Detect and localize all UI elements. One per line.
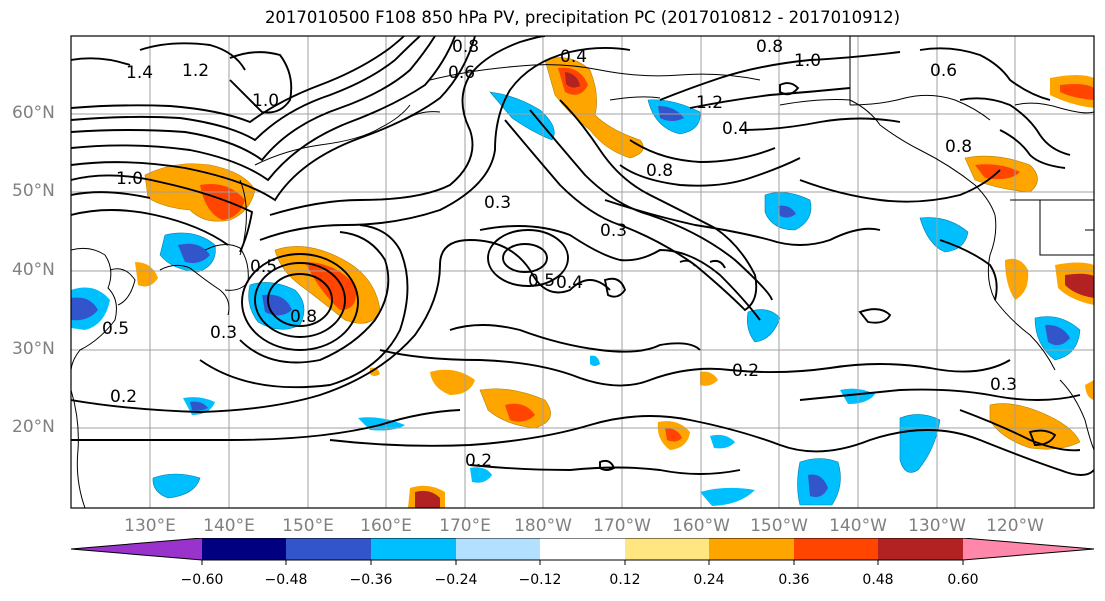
map-title: 2017010500 F108 850 hPa PV, precipitatio… bbox=[264, 8, 901, 27]
contour-label: 1.4 bbox=[126, 63, 153, 83]
lat-label: 40°N bbox=[12, 260, 55, 280]
contour-label: 0.8 bbox=[646, 161, 673, 181]
lon-label: 160°E bbox=[360, 516, 412, 536]
contour-label: 0.3 bbox=[210, 323, 237, 343]
lon-label: 130°E bbox=[124, 516, 176, 536]
colorbar-tick-label: −0.36 bbox=[349, 572, 393, 588]
colorbar-segment bbox=[540, 538, 625, 560]
contour-label: 0.6 bbox=[930, 61, 957, 81]
contour-label: 0.4 bbox=[560, 47, 587, 67]
colorbar-ticks bbox=[201, 560, 964, 565]
colorbar-segment bbox=[625, 538, 709, 560]
colorbar-segment bbox=[202, 538, 286, 560]
lon-label: 150°W bbox=[750, 516, 808, 536]
contour-labels: 1.4 1.2 1.0 0.8 0.6 0.4 1.0 0.6 0.8 1.2 … bbox=[102, 37, 1017, 471]
contour-label: 1.2 bbox=[182, 61, 209, 81]
contour-label: 0.4 bbox=[556, 273, 583, 293]
contour-label: 0.3 bbox=[600, 221, 627, 241]
lat-label: 60°N bbox=[12, 103, 55, 123]
contour-label: 0.2 bbox=[110, 387, 137, 407]
colorbar-segment bbox=[963, 538, 1094, 560]
contour-label: 1.0 bbox=[252, 91, 279, 111]
colorbar-tick-label: −0.48 bbox=[264, 572, 308, 588]
lat-label: 20°N bbox=[12, 417, 55, 437]
lat-label: 30°N bbox=[12, 339, 55, 359]
lon-label: 160°W bbox=[672, 516, 730, 536]
contour-label: 1.0 bbox=[794, 51, 821, 71]
lon-label: 170°E bbox=[439, 516, 491, 536]
lon-label: 140°E bbox=[203, 516, 255, 536]
contour-label: 0.4 bbox=[722, 119, 749, 139]
lon-label: 150°E bbox=[282, 516, 334, 536]
lon-label: 180°W bbox=[514, 516, 572, 536]
map-frame bbox=[70, 35, 1095, 509]
colorbar-tick-label: −0.12 bbox=[518, 572, 562, 588]
contour-label: 0.8 bbox=[290, 307, 317, 327]
contour-label: 0.2 bbox=[465, 451, 492, 471]
contour-label: 0.5 bbox=[528, 271, 555, 291]
contour-label: 0.8 bbox=[756, 37, 783, 57]
colorbar-tick-label: 0.24 bbox=[693, 572, 725, 588]
colorbar-tick-label: 0.48 bbox=[862, 572, 894, 588]
colorbar-tick-label: −0.60 bbox=[180, 572, 224, 588]
colorbar-tick-label: 0.36 bbox=[778, 572, 810, 588]
contour-label: 0.8 bbox=[945, 137, 972, 157]
colorbar-tick-label: −0.24 bbox=[434, 572, 478, 588]
contour-label: 0.3 bbox=[990, 375, 1017, 395]
colorbar-segment bbox=[794, 538, 878, 560]
graticule bbox=[71, 36, 1094, 508]
contour-label: 1.0 bbox=[116, 169, 143, 189]
contour-label: 0.5 bbox=[102, 319, 129, 339]
pv-contours bbox=[71, 36, 1094, 476]
colorbar-tick-label: 0.60 bbox=[947, 572, 979, 588]
colorbar-tick-label: 0.12 bbox=[609, 572, 641, 588]
lon-label: 170°W bbox=[593, 516, 651, 536]
colorbar bbox=[70, 538, 1095, 565]
contour-label: 0.6 bbox=[448, 63, 475, 83]
colorbar-segment bbox=[71, 538, 202, 560]
lat-label: 50°N bbox=[12, 181, 55, 201]
contour-label: 1.2 bbox=[696, 93, 723, 113]
contour-label: 0.3 bbox=[484, 193, 511, 213]
colorbar-segment bbox=[371, 538, 456, 560]
colorbar-segment bbox=[709, 538, 794, 560]
lon-label: 140°W bbox=[829, 516, 887, 536]
colorbar-segment bbox=[286, 538, 371, 560]
contour-label: 0.8 bbox=[452, 37, 479, 57]
lon-label: 120°W bbox=[986, 516, 1044, 536]
colorbar-segment bbox=[456, 538, 540, 560]
precip-shading bbox=[71, 57, 1094, 508]
lon-label: 130°W bbox=[908, 516, 966, 536]
contour-label: 0.5 bbox=[250, 257, 277, 277]
colorbar-segment bbox=[878, 538, 963, 560]
contour-label: 0.2 bbox=[732, 361, 759, 381]
